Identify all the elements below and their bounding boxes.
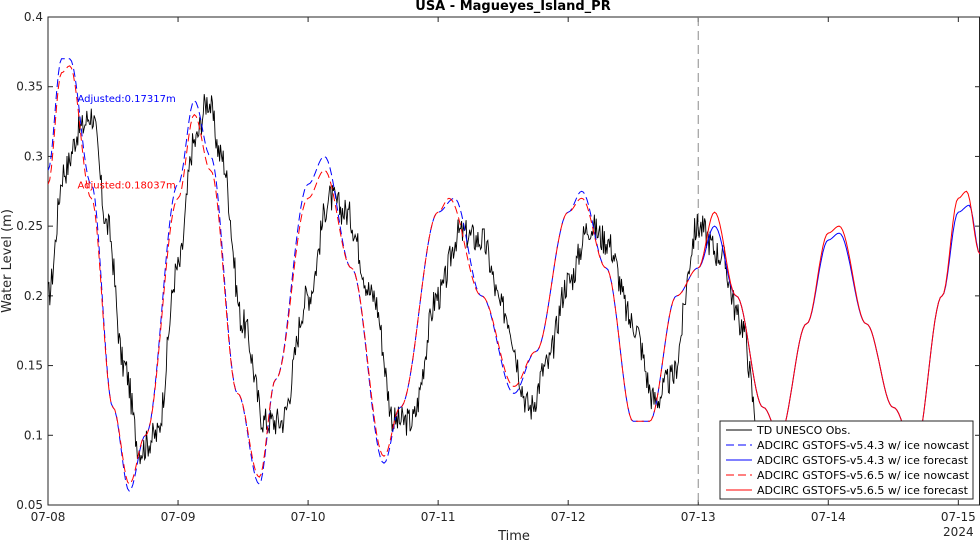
legend-label-4: ADCIRC GSTOFS-v5.6.5 w/ ice forecast (757, 484, 969, 497)
y-tick-label: 0.2 (24, 289, 43, 303)
chart-title: USA - Magueyes_Island_PR (415, 0, 610, 14)
adjustment-annotation: Adjusted:0.18037m (78, 180, 176, 191)
x-tick-label: 07-09 (161, 510, 196, 524)
y-tick-label: 0.35 (16, 80, 43, 94)
x-tick-year-label: 2024 (943, 525, 974, 539)
y-tick-label: 0.1 (24, 428, 43, 442)
adjustment-annotation: Adjusted:0.17317m (78, 94, 176, 105)
series-line-0 (48, 94, 759, 465)
x-tick-label: 07-14 (811, 510, 846, 524)
x-tick-label: 07-12 (551, 510, 586, 524)
y-tick-label: 0.05 (16, 498, 43, 512)
y-tick-label: 0.4 (24, 10, 43, 24)
x-tick-label: 07-11 (421, 510, 456, 524)
y-tick-label: 0.25 (16, 219, 43, 233)
legend-box (719, 420, 974, 500)
x-tick-label: 07-13 (681, 510, 716, 524)
series-line-4 (697, 190, 980, 450)
y-axis-label: Water Level (m) (0, 209, 15, 313)
x-tick-label: 07-10 (291, 510, 326, 524)
x-axis-label: Time (497, 529, 530, 541)
legend-label-3: ADCIRC GSTOFS-v5.6.5 w/ ice nowcast (757, 469, 970, 482)
y-tick-label: 0.15 (16, 359, 43, 373)
x-tick-label: 07-08 (31, 510, 66, 524)
x-tick-label: 07-15 (941, 510, 976, 524)
legend-label-1: ADCIRC GSTOFS-v5.4.3 w/ ice nowcast (757, 439, 970, 452)
legend-label-0: TD UNESCO Obs. (756, 424, 851, 437)
legend-label-2: ADCIRC GSTOFS-v5.4.3 w/ ice forecast (757, 454, 969, 467)
series-line-1 (48, 58, 699, 492)
series-line-3 (48, 65, 699, 485)
y-tick-label: 0.3 (24, 149, 43, 163)
